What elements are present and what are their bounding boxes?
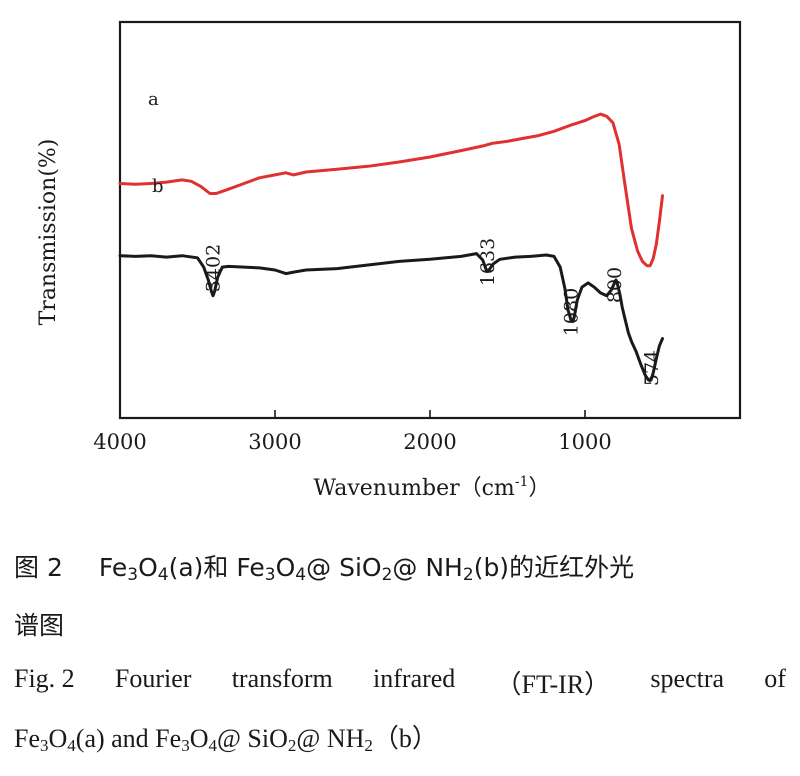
peak-label-1633: 1633 [477,238,499,286]
caption-cn-fe3o4-a: Fe3O4 [98,553,169,585]
peak-label-574: 574 [641,350,663,386]
caption-cn-fig: 图 2 [14,553,63,582]
caption-cn-and: (a)和 Fe [168,553,265,582]
peak-label-800: 800 [604,267,626,303]
caption-en-line2: Fe3O4(a) and Fe3O4@ SiO2@ NH2（b） [14,724,438,755]
caption-en-word-1: Fourier [114,664,192,693]
x-axis-label-sup: -1 [515,474,529,490]
peak-label-1080: 1080 [561,288,583,336]
x-axis-label: Wavenumber（cm-1） [314,474,551,501]
caption-cn-line1: 图 2 Fe3O4(a)和 Fe3O4@ SiO2@ NH2(b)的近红外光 [14,553,635,585]
ftir-chart: 4000 3000 2000 1000 a b 3402 1633 1080 800 574 Tr… [36,20,742,501]
caption-en-line1: Fig. 2 Fourier transform infrared （FT-IR… [14,664,786,701]
x-tick-label: 3000 [248,430,301,454]
caption-en-word-6: of [764,664,786,693]
caption-en-fig: Fig. 2 [14,664,75,693]
caption-cn-line2: 谱图 [14,611,65,640]
y-axis-label: Transmission(%) [36,139,61,326]
caption-en-word-2: transform [231,664,333,693]
x-tick-label: 1000 [558,430,611,454]
series-label-b: b [152,176,164,197]
peak-label-3402: 3402 [203,244,225,292]
caption-en-word-4: （FT-IR） [495,670,611,699]
caption-en-word-5: spectra [650,664,725,693]
series-line-a [118,112,664,268]
x-tick-label: 2000 [403,430,456,454]
caption-en-word-3: infrared [373,664,456,693]
series-label-a: a [148,89,159,110]
series-line-b [118,252,664,382]
x-axis-label-close: ） [528,476,550,501]
x-tick-label: 4000 [93,430,146,454]
x-axis-label-main: Wavenumber（cm [314,476,515,501]
